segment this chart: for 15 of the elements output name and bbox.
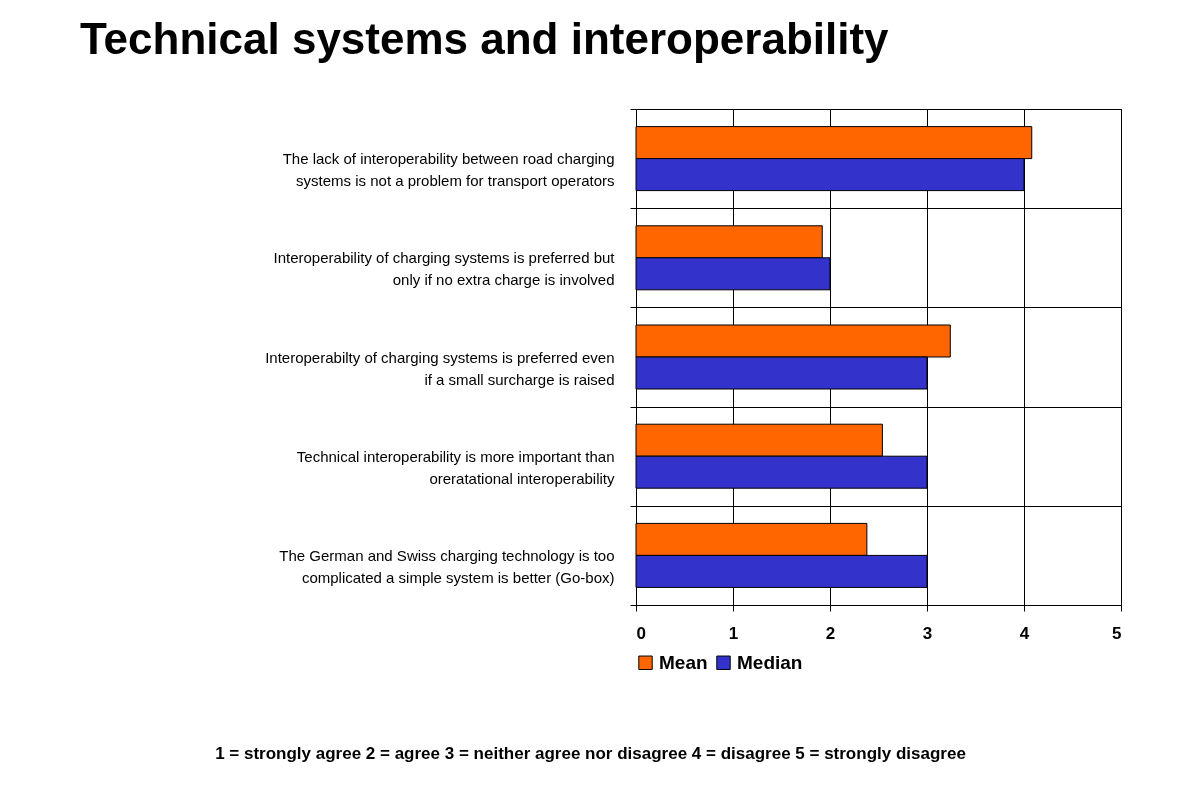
legend-label: Median xyxy=(737,651,803,673)
x-tick-label: 4 xyxy=(1019,623,1030,643)
x-tick-label: 0 xyxy=(636,623,646,643)
y-tick-label: Interoperabilty of charging systems is preferred even if a small surcharge is raised xyxy=(265,348,615,388)
y-tick-label: Interoperability of charging systems is preferred but only if no extra charge is involved xyxy=(273,249,616,289)
x-tick-label: 2 xyxy=(825,623,836,643)
text: 1 = strongly agree 2 = agree 3 = neither agree nor disagree 4 = disagree 5 = strongly disagree xyxy=(214,744,967,764)
x-tick-label: 3 xyxy=(922,623,933,643)
x-tick-label: 1 xyxy=(728,623,739,643)
x-tick-label: 5 xyxy=(1112,623,1122,643)
y-tick-label: The lack of interoperability between road charging systems is not a problem for transport operators xyxy=(282,150,615,190)
chart-title: Technical systems and interoperability xyxy=(80,14,889,64)
y-tick-label: The German and Swiss charging technology is too complicated a simple system is better (Go-box) xyxy=(279,546,615,586)
legend-label: Mean xyxy=(659,651,708,673)
y-tick-label: Technical interoperability is more important than oreratational interoperability xyxy=(296,447,615,487)
